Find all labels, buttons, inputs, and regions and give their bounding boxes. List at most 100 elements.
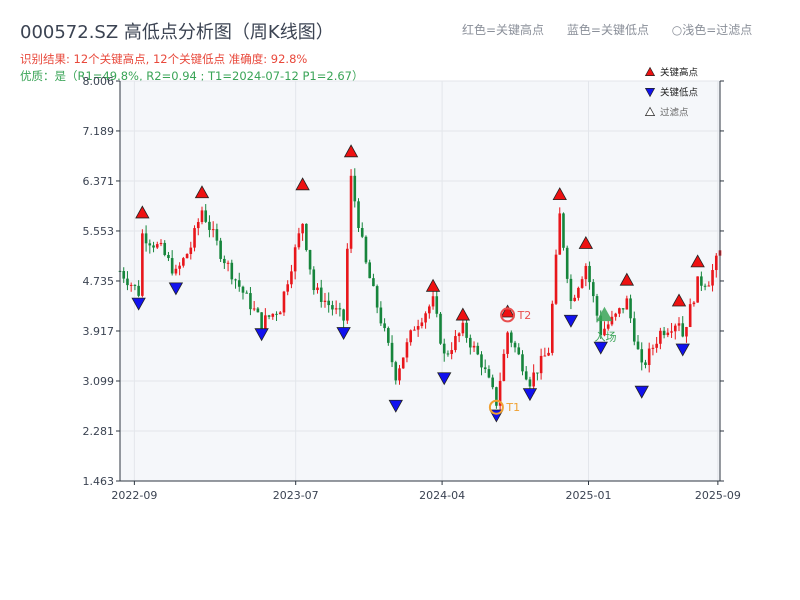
candle-up (692, 302, 696, 305)
candle-down (237, 280, 241, 287)
candle-up (603, 328, 606, 336)
candle-up (606, 324, 610, 329)
candle-down (375, 286, 379, 308)
key-high-marker (671, 293, 687, 307)
candle-down (331, 305, 334, 310)
candle-up (558, 213, 562, 255)
annotations: T1 T2 入场 (488, 306, 616, 415)
y-tick-label: 5.553 (83, 225, 115, 238)
candle-down (521, 354, 524, 372)
candle-up (498, 380, 502, 406)
candle-up (714, 255, 718, 271)
candle-down (234, 279, 237, 281)
candle-up (189, 247, 193, 254)
candle-down (681, 323, 685, 337)
candle-down (357, 201, 360, 229)
y-tick-label: 8.006 (83, 75, 115, 88)
candle-up (200, 210, 204, 223)
candle-down (562, 213, 565, 248)
candle-up (614, 313, 617, 317)
candle-down (167, 254, 170, 259)
candle-down (465, 322, 468, 338)
candle-down (163, 242, 167, 255)
key-high-marker (552, 187, 567, 201)
candle-down (629, 298, 632, 319)
candle-up (550, 303, 554, 353)
candle-up (431, 296, 435, 307)
candle-down (215, 229, 219, 241)
t1-circle (488, 399, 504, 415)
candle-down (528, 379, 532, 387)
candle-up (252, 308, 256, 310)
candle-up (290, 271, 293, 285)
candle-up (278, 312, 282, 315)
candle-down (599, 315, 603, 336)
candle-up (618, 308, 621, 314)
candle-down (442, 343, 446, 354)
legend-label: 关键低点 (660, 87, 699, 99)
candle-up (282, 291, 286, 313)
candle-down (319, 287, 323, 302)
candle-up (174, 268, 178, 274)
candle-down (249, 293, 252, 310)
key-high-marker (578, 235, 594, 249)
candle-down (327, 300, 330, 306)
candle-down (536, 372, 539, 374)
candle-down (387, 328, 390, 343)
candle-up (532, 372, 535, 387)
key-low-marker (388, 399, 403, 413)
candle-down (476, 345, 480, 355)
candle-up (707, 285, 711, 287)
candle-down (390, 342, 394, 363)
key-low-marker (168, 282, 184, 296)
candle-up (677, 323, 681, 326)
key-high-marker (425, 278, 441, 292)
key-low-marker (634, 385, 649, 399)
x-tick-label: 2024-04 (419, 489, 465, 502)
key-low-marker (593, 341, 608, 355)
candle-up (323, 300, 327, 302)
candle-up (584, 265, 588, 280)
candle-down (144, 233, 148, 244)
candle-down (565, 247, 569, 279)
candle-up (293, 247, 297, 272)
candle-up (264, 315, 267, 329)
candle-up (461, 322, 465, 334)
candle-down (256, 308, 260, 313)
candle-up (502, 353, 506, 381)
key-high-marker (455, 307, 471, 321)
candle-down (275, 313, 278, 315)
candle-up (155, 244, 159, 248)
candle-up (178, 265, 181, 269)
candles (118, 168, 722, 413)
candle-down (170, 258, 174, 274)
candle-up (580, 279, 584, 288)
candle-down (230, 262, 234, 280)
candle-down (588, 265, 591, 283)
candle-down (223, 258, 226, 264)
candle-up (129, 284, 133, 286)
candle-down (372, 278, 375, 287)
key-low-marker (437, 372, 452, 386)
t2-label: T2 (517, 309, 532, 322)
candle-down (495, 387, 498, 406)
candle-up (401, 357, 405, 369)
candle-down (700, 276, 703, 286)
candle-up (659, 330, 662, 344)
legend-marker (644, 66, 656, 76)
t1-label: T1 (505, 401, 520, 414)
candle-down (483, 367, 487, 370)
candle-up (185, 253, 189, 259)
candle-down (491, 377, 494, 388)
candle-up (696, 276, 699, 303)
candle-up (398, 368, 401, 381)
candle-up (673, 325, 677, 332)
y-tick-label: 2.281 (83, 425, 115, 438)
candle-down (480, 354, 483, 368)
x-tick-label: 2025-01 (566, 489, 612, 502)
candle-down (469, 337, 472, 348)
candle-down (644, 362, 647, 366)
candle-up (346, 248, 349, 321)
candle-up (424, 313, 427, 323)
key-low-marker (254, 328, 269, 342)
